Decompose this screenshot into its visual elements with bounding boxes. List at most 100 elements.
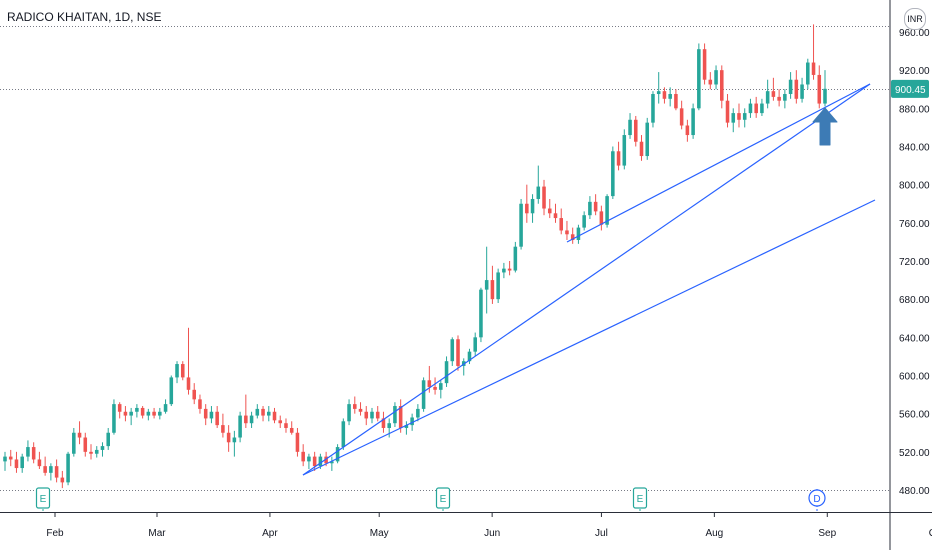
candle xyxy=(175,361,179,384)
candle-body xyxy=(112,404,116,433)
event-marker-earnings: E xyxy=(35,487,51,512)
candle-body xyxy=(186,377,191,390)
candle xyxy=(456,335,460,371)
price-tick-label: 840.00 xyxy=(899,143,930,154)
candle xyxy=(238,411,242,443)
candle xyxy=(605,194,609,228)
candle-body xyxy=(811,62,816,75)
candle-body xyxy=(605,196,609,225)
candle-body xyxy=(398,406,403,428)
candle xyxy=(393,402,397,428)
trendline xyxy=(566,83,871,243)
candle xyxy=(806,58,810,90)
candle xyxy=(496,268,500,303)
candle xyxy=(570,227,575,244)
candle-body xyxy=(3,456,7,462)
candle-body xyxy=(198,399,202,409)
time-tick-label: Jul xyxy=(595,528,608,539)
candle-body xyxy=(209,411,214,419)
time-tick-label: Feb xyxy=(46,528,64,539)
candle-body xyxy=(295,432,300,452)
candle-body xyxy=(135,407,139,412)
candle xyxy=(611,146,615,199)
symbol-title[interactable]: RADICO KHAITAN, 1D, NSE xyxy=(7,10,162,24)
candle-body xyxy=(599,211,604,225)
candle xyxy=(433,377,437,395)
candle-body xyxy=(622,135,627,166)
trendline xyxy=(302,199,876,476)
candle-body xyxy=(215,411,219,426)
candle-body xyxy=(163,404,168,412)
candle xyxy=(89,444,93,460)
candle-body xyxy=(760,103,764,114)
candle-body xyxy=(679,108,684,126)
candle xyxy=(135,404,139,418)
event-badge xyxy=(632,487,648,509)
candle xyxy=(530,194,535,223)
candle xyxy=(404,421,409,435)
candle xyxy=(639,135,644,161)
candle-body xyxy=(697,49,701,109)
price-tick-label: 880.00 xyxy=(899,104,930,115)
candle-body xyxy=(507,268,512,271)
candle-body xyxy=(129,411,133,416)
candle-body xyxy=(301,451,305,462)
candle xyxy=(284,418,288,433)
candle xyxy=(484,246,489,314)
candle xyxy=(381,411,386,433)
candle-body xyxy=(588,201,592,216)
last-price-label: 900.45 xyxy=(891,79,929,98)
candle-body xyxy=(347,404,351,422)
candle-body xyxy=(479,289,483,338)
candle xyxy=(375,406,380,422)
candle xyxy=(547,198,552,219)
candle-body xyxy=(330,461,334,464)
candle-body xyxy=(60,477,65,483)
candle xyxy=(519,198,523,250)
candle-body xyxy=(14,459,19,469)
candle xyxy=(513,241,518,273)
candle-body xyxy=(353,404,357,409)
trendlines-group[interactable] xyxy=(302,83,876,476)
candle-body xyxy=(117,404,122,412)
candle xyxy=(737,103,741,128)
candle-body xyxy=(662,91,667,99)
candle-body xyxy=(794,79,799,99)
candle-body xyxy=(140,407,145,416)
candle-body xyxy=(496,272,500,300)
candle-body xyxy=(77,432,82,438)
candle-body xyxy=(43,466,47,473)
candle xyxy=(209,406,214,424)
candle xyxy=(330,456,334,471)
price-tick-label: 680.00 xyxy=(899,295,930,306)
candle-body xyxy=(249,415,254,424)
candle-body xyxy=(232,437,237,443)
candle-body xyxy=(272,411,277,421)
candle-body xyxy=(221,425,225,433)
candle-body xyxy=(788,79,793,95)
candle-body xyxy=(771,91,776,97)
candle xyxy=(112,399,116,435)
time-axis[interactable]: Feb Mar Apr May Jun Jul Aug Sep Oct xyxy=(0,512,932,539)
currency-badge[interactable]: INR xyxy=(904,8,926,30)
candle-body xyxy=(31,447,36,460)
candle-body xyxy=(519,203,523,247)
event-marker-earnings: E xyxy=(632,487,648,512)
candle xyxy=(272,407,277,424)
candle xyxy=(502,262,506,279)
event-marker-earnings: E xyxy=(435,487,451,512)
time-tick-label: Sep xyxy=(818,528,836,539)
candle xyxy=(60,470,65,489)
event-badge xyxy=(35,487,51,509)
candle xyxy=(731,108,736,133)
candle-body xyxy=(180,364,185,378)
candle xyxy=(3,451,7,471)
candle-body xyxy=(502,268,506,273)
price-axis[interactable]: 480.00 520.00 560.00 600.00 640.00 680.00 720.… xyxy=(889,0,930,550)
candle xyxy=(685,119,690,142)
candle xyxy=(582,211,586,231)
candle-body xyxy=(387,423,391,428)
candle xyxy=(146,408,151,421)
